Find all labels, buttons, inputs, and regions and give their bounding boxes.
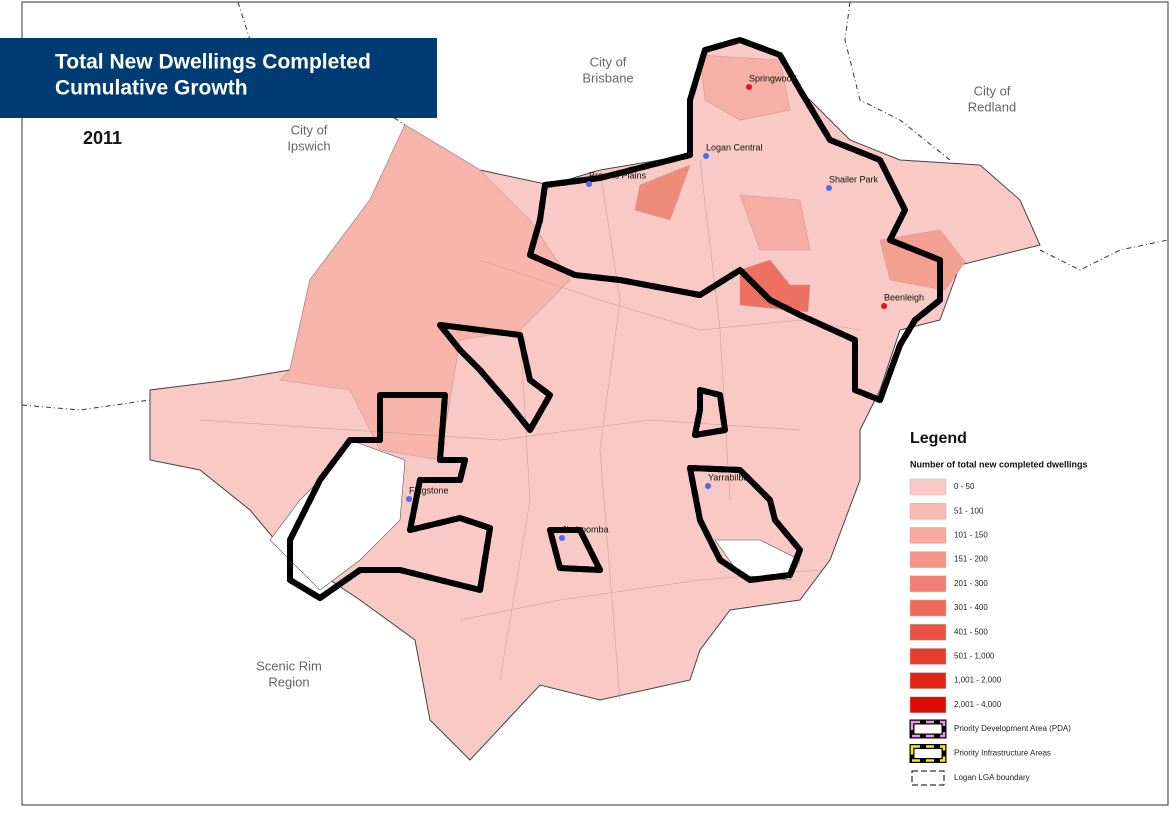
- place-marker: [746, 84, 752, 90]
- legend: Legend Number of total new completed dwe…: [909, 430, 1088, 786]
- legend-swatch: [909, 696, 947, 714]
- place-label: Beenleigh: [884, 292, 924, 302]
- legend-swatch: [909, 575, 947, 593]
- legend-outline: [911, 770, 945, 786]
- legend-swatch: [909, 623, 947, 641]
- suburb-area: [739, 194, 811, 251]
- place-marker: [406, 496, 412, 502]
- legend-swatch: [909, 672, 947, 689]
- title-box: [0, 38, 437, 118]
- legend-label: 301 - 400: [954, 603, 988, 612]
- legend-swatch: [909, 478, 947, 496]
- place-marker: [703, 153, 709, 159]
- legend-label: Priority Development Area (PDA): [954, 724, 1071, 733]
- place-marker: [705, 483, 711, 489]
- suburb-line: [499, 329, 531, 681]
- legend-label: Logan LGA boundary: [954, 773, 1030, 782]
- suburb-area: [739, 259, 811, 313]
- title-line: Total New Dwellings Completed: [55, 51, 371, 74]
- place-marker: [559, 535, 565, 541]
- region-label: Scenic Rim: [256, 658, 322, 673]
- suburb-line: [599, 169, 621, 701]
- legend-label: 0 - 50: [954, 482, 975, 491]
- legend-label: 151 - 200: [954, 555, 988, 564]
- legend-label: 1,001 - 2,000: [954, 676, 1002, 685]
- place-label: Logan Central: [706, 142, 763, 152]
- legend-label: 501 - 1,000: [954, 652, 995, 661]
- legend-title: Legend: [910, 430, 967, 447]
- place-marker: [881, 303, 887, 309]
- region-label: Brisbane: [582, 70, 633, 85]
- legend-label: Priority Infrastructure Areas: [954, 749, 1051, 758]
- pda-outline: [287, 322, 803, 601]
- year: 2011: [83, 128, 122, 148]
- place-marker: [586, 181, 592, 187]
- place-label: Jimboomba: [562, 524, 609, 534]
- title-line: Cumulative Growth: [55, 77, 248, 100]
- place-label: Springwood: [749, 73, 797, 83]
- legend-swatch: [909, 502, 947, 520]
- region-label: Ipswich: [287, 138, 330, 153]
- legend-outline: [910, 720, 946, 738]
- legend-label: 51 - 100: [954, 506, 984, 515]
- region-label: City of: [974, 83, 1011, 98]
- place-marker: [826, 185, 832, 191]
- place-label: Browns Plains: [589, 170, 647, 180]
- region-label: Redland: [968, 99, 1016, 114]
- region-label: City of: [590, 54, 627, 69]
- legend-swatch: [909, 648, 947, 665]
- suburb-area: [634, 164, 691, 221]
- place-label: Yarrabilba: [708, 472, 748, 482]
- pia-outline: [527, 37, 943, 573]
- legend-subtitle: Number of total new completed dwellings: [910, 459, 1088, 469]
- legend-swatch: [909, 551, 947, 568]
- place-label: Shailer Park: [829, 174, 879, 184]
- suburb-line: [699, 159, 731, 501]
- legend-label: 401 - 500: [954, 627, 988, 636]
- legend-label: 2,001 - 4,000: [954, 700, 1002, 709]
- legend-label: 101 - 150: [954, 531, 988, 540]
- boundary: [844, 1, 951, 161]
- region-label: Region: [268, 674, 309, 689]
- legend-swatch: [909, 599, 947, 617]
- region-label: City of: [291, 122, 328, 137]
- legend-label: 201 - 300: [954, 579, 988, 588]
- places: Springwood Logan Central Browns Plains Shai…: [406, 73, 924, 541]
- legend-outline: [910, 745, 946, 762]
- legend-swatch: [909, 527, 947, 544]
- place-label: Flagstone: [409, 485, 449, 495]
- suburb-area: [699, 54, 791, 121]
